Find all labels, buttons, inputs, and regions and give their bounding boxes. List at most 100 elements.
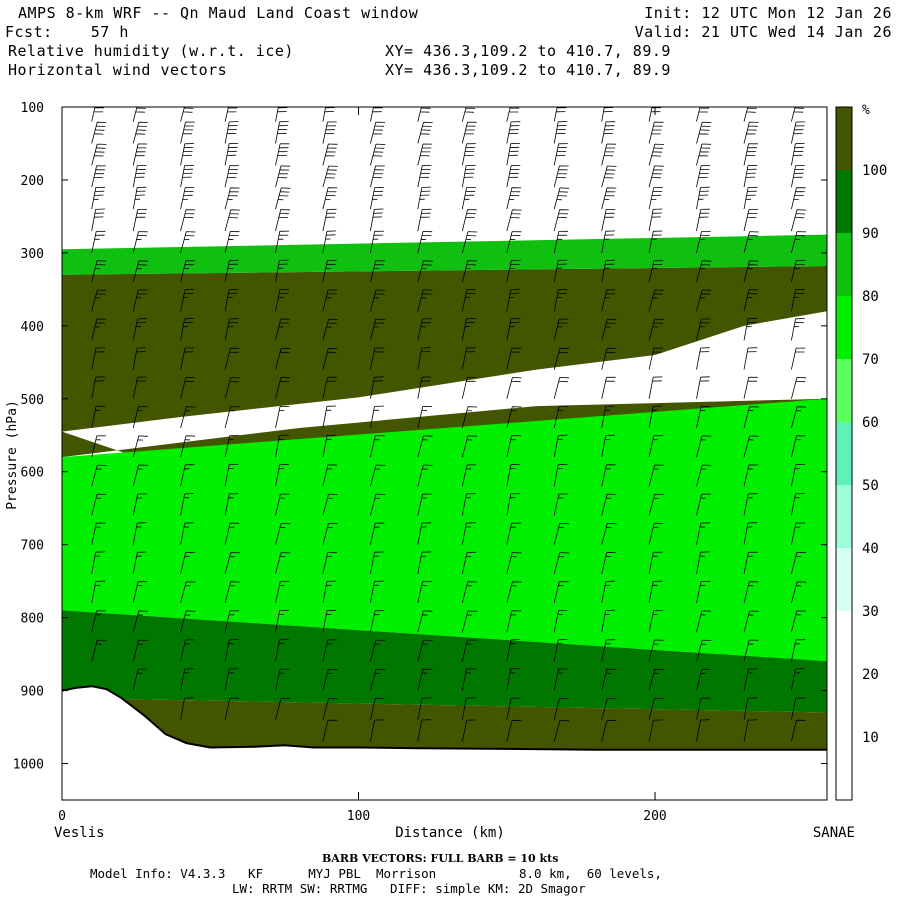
x-tick-label: 0	[58, 809, 66, 824]
wind-barb	[180, 187, 195, 210]
colorbar-swatch	[836, 422, 852, 485]
wind-barb	[417, 260, 433, 283]
wind-barb	[648, 289, 664, 312]
wind-barb	[648, 318, 664, 341]
wind-barb	[180, 260, 196, 283]
wind-barb	[648, 405, 663, 429]
wind-barb	[791, 377, 807, 399]
wind-barb	[132, 318, 147, 341]
wind-barb	[791, 493, 805, 516]
wind-barb	[224, 581, 240, 604]
wind-barb	[275, 259, 289, 283]
wind-barb	[132, 260, 149, 283]
wind-barb	[461, 464, 477, 487]
y-tick-label: 100	[21, 101, 44, 116]
wind-barb	[648, 376, 663, 399]
wind-barb	[648, 121, 664, 144]
colorbar-level-label: 70	[862, 352, 879, 368]
y-tick-label: 500	[21, 393, 44, 408]
wind-barb	[696, 208, 710, 232]
field-label-rh: Relative humidity (w.r.t. ice)	[8, 42, 294, 60]
wind-barb	[322, 259, 337, 283]
wind-barb	[601, 143, 617, 166]
wind-barb	[224, 143, 239, 166]
wind-barb	[648, 464, 664, 487]
wind-barb	[743, 209, 759, 232]
colorbar-level-label: 50	[862, 478, 879, 494]
wind-barb	[553, 552, 570, 575]
wind-barb	[696, 318, 711, 341]
wind-barb	[417, 464, 433, 487]
wind-barb	[696, 551, 710, 574]
wind-barb	[506, 260, 521, 283]
wind-barb	[417, 639, 433, 662]
wind-barb	[322, 230, 337, 253]
wind-barb	[696, 435, 712, 458]
wind-barb	[275, 668, 290, 691]
colorbar: 10 20 30 40 50 60 70 80 90 100%	[835, 103, 887, 801]
wind-barb	[461, 107, 476, 122]
wind-barb	[553, 121, 568, 144]
wind-barb	[275, 523, 291, 545]
wind-barb	[506, 231, 522, 253]
wind-barb	[370, 668, 386, 691]
wind-barb	[370, 493, 386, 516]
y-tick-label: 900	[21, 685, 44, 700]
colorbar-swatch	[836, 674, 852, 737]
wind-barb	[601, 376, 616, 399]
wind-barb	[370, 208, 384, 232]
wind-barb	[417, 318, 432, 341]
wind-barb	[370, 376, 384, 399]
wind-barb	[132, 551, 147, 574]
wind-barb	[370, 464, 386, 487]
colorbar-swatch	[836, 107, 852, 170]
wind-barb	[506, 165, 521, 188]
wind-barb	[370, 580, 384, 604]
wind-barb	[601, 580, 616, 604]
wind-barb	[180, 581, 196, 604]
wind-barb	[696, 121, 712, 144]
wind-barb	[553, 639, 568, 662]
wind-barb	[275, 348, 291, 370]
y-axis: 100 200 300 400 500 600 700 800 900 1000	[13, 101, 827, 773]
wind-barb	[648, 551, 663, 574]
wind-barb	[461, 581, 478, 604]
wind-barb	[553, 406, 569, 429]
wind-barb	[696, 668, 712, 691]
x-axis: 0 100 200	[58, 107, 667, 824]
wind-barb	[370, 318, 386, 341]
wind-barb	[322, 208, 337, 232]
wind-barb	[601, 523, 617, 545]
wind-barb	[696, 347, 710, 370]
wind-barb	[322, 165, 338, 188]
wind-barb	[322, 552, 337, 574]
wind-barb	[370, 260, 385, 283]
wind-barb	[791, 347, 806, 370]
wind-barb	[461, 260, 477, 283]
wind-barb	[224, 377, 241, 399]
wind-barb	[91, 107, 104, 122]
wind-barb	[791, 107, 805, 122]
wind-barb	[743, 231, 759, 254]
wind-barb	[743, 347, 758, 370]
wind-barb	[370, 639, 386, 662]
wind-barb	[791, 435, 806, 458]
wind-barb	[506, 377, 522, 399]
wind-barb	[506, 318, 521, 341]
wind-barb	[370, 107, 383, 122]
wind-barb	[696, 376, 710, 399]
wind-barb	[370, 289, 386, 312]
wind-barb	[91, 580, 106, 604]
wind-barb	[506, 610, 522, 633]
wind-barb	[553, 143, 568, 166]
wind-barb	[417, 668, 433, 691]
y-tick-label: 300	[21, 247, 44, 262]
wind-barb	[180, 209, 196, 232]
model-info-line-1: Model Info: V4.3.3 KF MYJ PBL Morrison 8…	[90, 866, 662, 881]
wind-barb	[553, 318, 569, 341]
wind-barb	[648, 107, 662, 122]
forecast-hour: Fcst: 57 h	[5, 23, 129, 41]
wind-barb	[275, 406, 290, 429]
wind-barb	[506, 668, 520, 691]
wind-barb	[461, 347, 476, 370]
